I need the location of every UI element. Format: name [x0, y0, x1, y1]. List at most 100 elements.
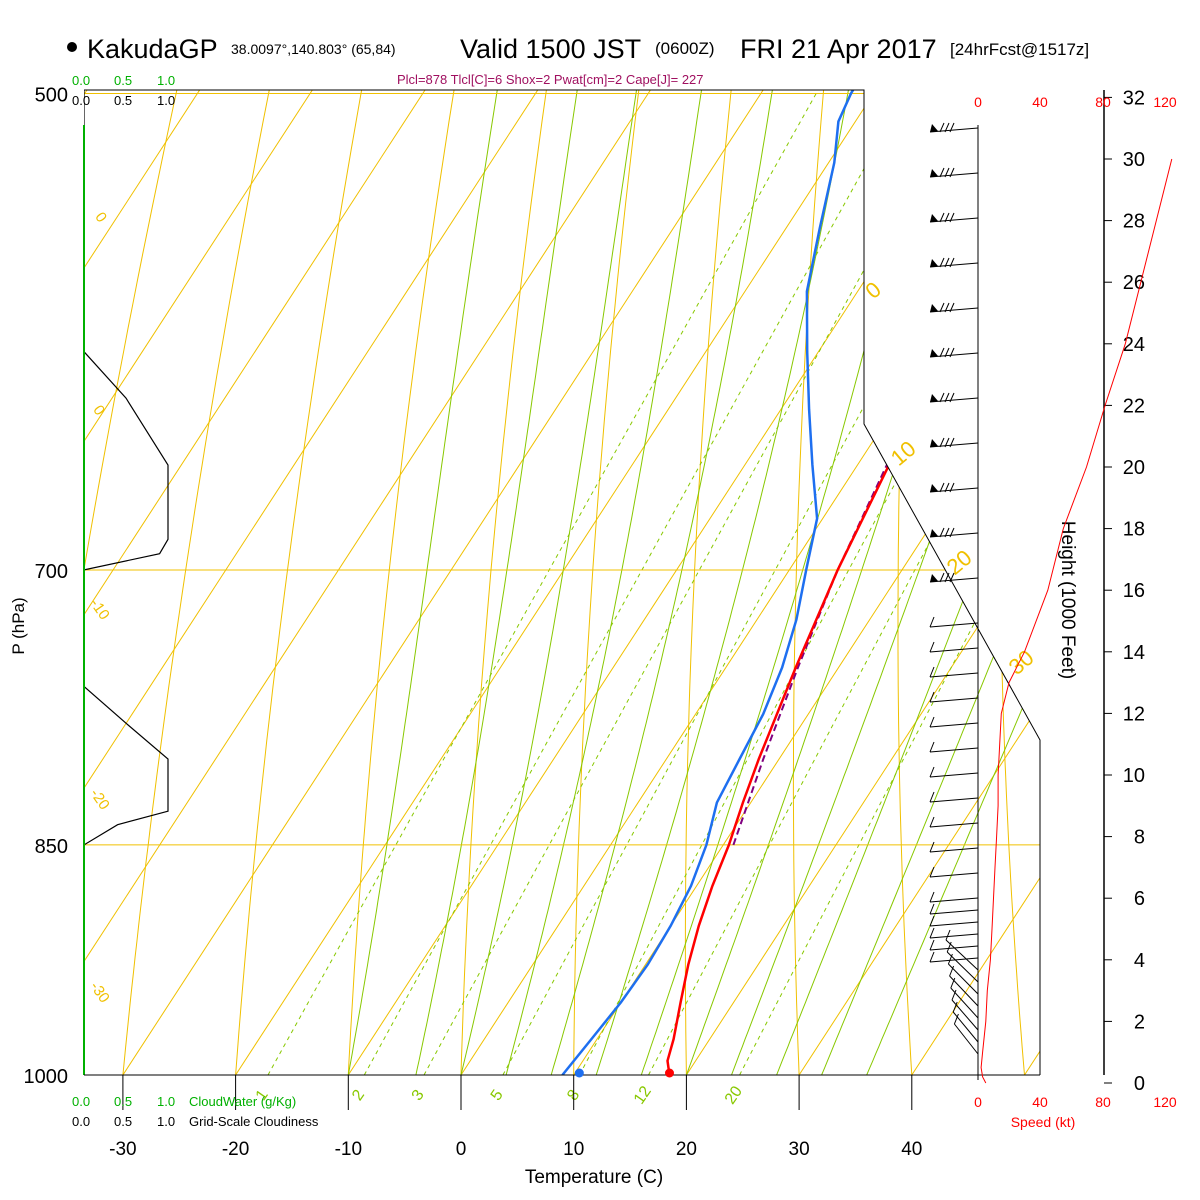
- utc-time: (0600Z): [655, 39, 715, 58]
- wind-barb-19: [929, 822, 979, 828]
- wind-barb-feather-30: [947, 953, 953, 965]
- height-tick-14: 14: [1123, 642, 1145, 664]
- wind-barb-feather-6-2: [949, 392, 955, 403]
- height-tick-16: 16: [1123, 580, 1145, 602]
- dry-adiabat-50: [998, 90, 1040, 1075]
- plot-frame: [84, 89, 1041, 1075]
- dewpoint-line: [561, 90, 1040, 1075]
- wind-barb-feather-9-2: [949, 527, 955, 538]
- temp-tick-20: 20: [676, 1139, 697, 1160]
- wind-barb-feather-29: [946, 941, 952, 953]
- wind-barb-feather-6-0: [939, 392, 945, 403]
- wind-barb-feather-7-2: [949, 437, 955, 448]
- speed-axis-title: Speed (kt): [1011, 1114, 1076, 1130]
- stability-indices: Plcl=878 Tlcl[C]=6 Shox=2 Pwat[cm]=2 Cap…: [397, 72, 704, 87]
- wind-barb-pennant-9: [930, 529, 938, 537]
- wind-barb-feather-17: [929, 766, 935, 778]
- axis-labels: 1235812202503004005007008501000-30-20-10…: [24, 85, 1039, 1160]
- mixing-ratio-line-3: [423, 90, 1040, 1075]
- wind-barb-pennant-0: [930, 124, 938, 132]
- isotherm-label-20: 20: [942, 545, 977, 580]
- isotherm-10: [573, 90, 1040, 1075]
- cloudiness-line: [84, 90, 169, 846]
- cloudwater-top-tick-0: 0.0: [72, 73, 90, 88]
- height-tick-10: 10: [1123, 765, 1145, 787]
- pressure-tick-850: 850: [35, 836, 68, 858]
- mixing-ratio-label-20: 20: [722, 1083, 746, 1107]
- temp-tick-10: 10: [563, 1139, 584, 1160]
- wind-barb-feather-32: [950, 977, 956, 989]
- wind-barb-pennant-10: [930, 574, 938, 582]
- cloudiness-top-tick-1: 0.5: [114, 93, 132, 108]
- mixing-ratio-label-2: 2: [349, 1087, 368, 1104]
- dry-adiabat-label-2: -10: [87, 596, 113, 624]
- wind-barb-feather-0-0: [939, 122, 945, 133]
- speed-tick-bottom-120: 120: [1153, 1094, 1177, 1110]
- dry-adiabat-20: [684, 90, 883, 1075]
- wind-barb-feather-8-2: [949, 482, 955, 493]
- height-tick-20: 20: [1123, 457, 1145, 479]
- temperature-trace: [666, 90, 1040, 1075]
- temp-tick-30: 30: [789, 1139, 810, 1160]
- height-tick-28: 28: [1123, 211, 1145, 233]
- height-tick-12: 12: [1123, 703, 1145, 725]
- cloudwater-axis-label: CloudWater (g/Kg): [189, 1094, 296, 1109]
- wind-barb-feather-5-0: [939, 347, 945, 358]
- dry-adiabat-label-3: -20: [87, 786, 113, 814]
- mixing-ratio-label-5: 5: [488, 1087, 507, 1104]
- isotherm--80: [84, 90, 836, 1075]
- height-tick-2: 2: [1134, 1011, 1145, 1033]
- moist-adiabat-4: [505, 90, 870, 1075]
- height-tick-30: 30: [1123, 149, 1145, 171]
- isotherm--30: [122, 90, 1040, 1075]
- wind-barb-23: [929, 909, 979, 915]
- wind-barb-pennant-1: [930, 169, 938, 177]
- speed-tick-bottom-0: 0: [974, 1094, 982, 1110]
- moist-adiabat-16: [640, 90, 1040, 1075]
- height-tick-32: 32: [1123, 87, 1145, 109]
- surface-temperature-dot: [664, 1068, 674, 1078]
- wind-barb-feather-1-0: [939, 167, 945, 178]
- dry-adiabat-label-1: 0: [89, 402, 108, 419]
- wind-barb-11: [929, 622, 979, 628]
- x-axis-title: Temperature (C): [525, 1167, 663, 1188]
- wind-barb-feather-6-1: [944, 392, 950, 403]
- mixing-ratio-label-3: 3: [409, 1087, 428, 1104]
- wind-barb-feather-35: [953, 1013, 959, 1025]
- cloudiness-profile: [84, 90, 169, 846]
- wind-barb-feather-33: [951, 989, 957, 1001]
- wind-barb-28: [945, 939, 979, 971]
- wind-barb-feather-20: [929, 841, 935, 853]
- wind-barb-feather-28: [945, 929, 951, 941]
- dry-adiabat-70: [1193, 0, 1200, 1075]
- cloudwater-top-tick-2: 1.0: [157, 73, 175, 88]
- wind-barb-feather-27: [929, 951, 935, 963]
- wind-barb-feather-21: [929, 866, 935, 878]
- surface-markers: [574, 1068, 674, 1078]
- valid-time: Valid 1500 JST: [460, 34, 641, 64]
- wind-barb-feather-3-1: [944, 257, 950, 268]
- dry-adiabat--20: [235, 90, 579, 1075]
- mixing-ratio-line-5: [502, 90, 1040, 1075]
- wind-barb-13: [929, 672, 979, 678]
- cloudiness-bottom-tick-2: 1.0: [157, 1114, 175, 1129]
- station-name: KakudaGP: [87, 34, 218, 64]
- dry-adiabat-label-4: -30: [87, 979, 113, 1007]
- cloudwater-bottom-tick-2: 1.0: [157, 1094, 175, 1109]
- wind-barb-pennant-3: [930, 259, 938, 267]
- moist-adiabat-36: [866, 90, 1040, 1075]
- wind-barb-feather-1-1: [944, 167, 950, 178]
- isotherm--60: [84, 90, 1040, 1075]
- wind-barb-pennant-8: [930, 484, 938, 492]
- wind-barb-feather-18: [929, 791, 935, 803]
- height-tick-8: 8: [1134, 827, 1145, 849]
- wind-barb-feather-14: [929, 691, 935, 703]
- isotherm-50: [1024, 90, 1040, 1075]
- height-tick-26: 26: [1123, 272, 1145, 294]
- isotherm-40: [911, 90, 1040, 1075]
- pressure-tick-700: 700: [35, 561, 68, 583]
- isotherm-label-10: 10: [886, 436, 921, 471]
- height-tick-24: 24: [1123, 334, 1145, 356]
- wind-barb-feather-24: [929, 915, 935, 927]
- wind-barb-feather-19: [929, 816, 935, 828]
